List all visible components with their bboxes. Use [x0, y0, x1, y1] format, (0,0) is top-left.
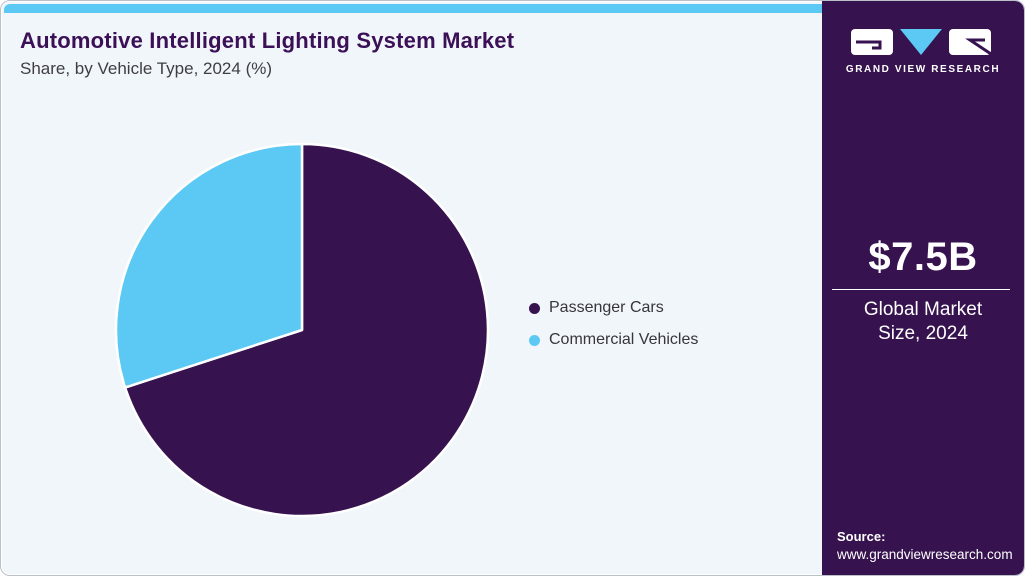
chart-panel: Automotive Intelligent Lighting System M… — [2, 2, 822, 574]
pie-slice-passenger-cars — [123, 142, 490, 518]
pie-chart — [110, 138, 494, 522]
source-label: Source: — [837, 529, 886, 544]
chart-legend: Passenger Cars Commercial Vehicles — [529, 299, 698, 363]
legend-item: Commercial Vehicles — [529, 331, 698, 349]
source-block: Source: www.grandviewresearch.com — [837, 529, 1013, 562]
page-title: Automotive Intelligent Lighting System M… — [20, 28, 515, 53]
chart-header: Automotive Intelligent Lighting System M… — [20, 28, 514, 79]
brand-name: GRAND VIEW RESEARCH — [845, 64, 1001, 75]
pie-chart-svg — [114, 142, 490, 518]
page-subtitle: Share, by Vehicle Type, 2024 (%) — [20, 59, 273, 78]
gvr-logo-icon — [851, 29, 992, 56]
source-url[interactable]: www.grandviewresearch.com — [837, 547, 1013, 562]
market-size-label: Global Market Size, 2024 — [863, 299, 983, 344]
legend-swatch-icon — [529, 334, 540, 346]
legend-item: Passenger Cars — [529, 299, 698, 317]
top-accent-bar — [4, 4, 822, 13]
market-size-value: $7.5B — [868, 235, 978, 279]
legend-label: Passenger Cars — [549, 299, 664, 316]
pie-slice-commercial-vehicles — [114, 142, 304, 389]
divider — [832, 289, 1010, 290]
market-size-block: $7.5B Global Market Size, 2024 — [822, 235, 1024, 346]
brand-sidebar: GRAND VIEW RESEARCH $7.5B Global Market … — [822, 1, 1024, 575]
legend-label: Commercial Vehicles — [549, 331, 699, 348]
brand-logo-block: GRAND VIEW RESEARCH — [822, 27, 1024, 75]
legend-swatch-icon — [529, 302, 540, 314]
